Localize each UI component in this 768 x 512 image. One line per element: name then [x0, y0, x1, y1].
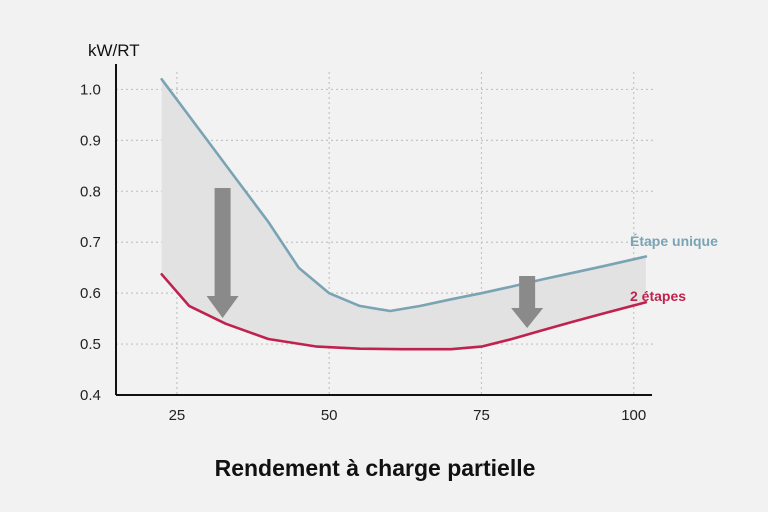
x-tick-label: 50 — [321, 407, 338, 424]
legend: Étape unique 2 étapes — [630, 233, 718, 304]
series-line-0 — [160, 78, 648, 313]
series-lines — [160, 78, 648, 351]
series-line-1 — [160, 272, 648, 351]
y-tick-label: 1.0 — [80, 81, 101, 98]
y-tick-label: 0.7 — [80, 234, 101, 251]
y-tick-label: 0.6 — [80, 285, 101, 302]
arrow-down-icon — [206, 188, 239, 318]
y-tick-label: 0.9 — [80, 132, 101, 149]
x-tick-label: 75 — [473, 407, 490, 424]
y-tick-labels: 1.0 0.9 0.8 0.7 0.6 0.5 0.4 — [80, 81, 101, 404]
legend-etape-unique: Étape unique — [630, 233, 718, 249]
arrow-down-icon — [511, 276, 544, 328]
y-tick-label: 0.4 — [80, 387, 101, 404]
y-axis-label: kW/RT — [88, 41, 140, 60]
x-tick-label: 100 — [621, 407, 646, 424]
improvement-area — [161, 79, 646, 350]
y-tick-label: 0.5 — [80, 336, 101, 353]
legend-2-etapes: 2 étapes — [630, 288, 686, 304]
y-tick-label: 0.8 — [80, 183, 101, 200]
x-tick-labels: 25 50 75 100 — [169, 407, 647, 424]
x-tick-label: 25 — [169, 407, 186, 424]
chart-title: Rendement à charge partielle — [215, 455, 536, 481]
axes — [115, 64, 652, 396]
improvement-arrows — [206, 188, 544, 328]
